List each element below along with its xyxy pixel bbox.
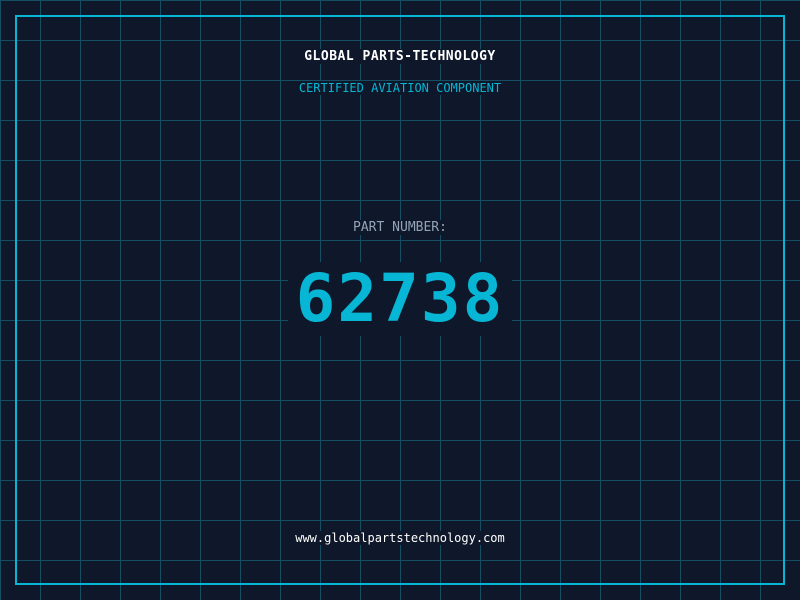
subtitle-text: CERTIFIED AVIATION COMPONENT bbox=[298, 81, 502, 95]
company-title-text: GLOBAL PARTS-TECHNOLOGY bbox=[304, 49, 496, 64]
part-number: 62738 bbox=[0, 262, 800, 336]
part-number-value: 62738 bbox=[287, 262, 513, 336]
part-number-label-text: PART NUMBER: bbox=[353, 220, 447, 235]
website-link-text[interactable]: www.globalpartstechnology.com bbox=[295, 531, 505, 545]
website-link[interactable]: www.globalpartstechnology.com bbox=[0, 531, 800, 545]
border-frame bbox=[15, 15, 785, 585]
part-number-label: PART NUMBER: bbox=[0, 220, 800, 235]
subtitle: CERTIFIED AVIATION COMPONENT bbox=[0, 81, 800, 95]
company-title: GLOBAL PARTS-TECHNOLOGY bbox=[0, 49, 800, 64]
